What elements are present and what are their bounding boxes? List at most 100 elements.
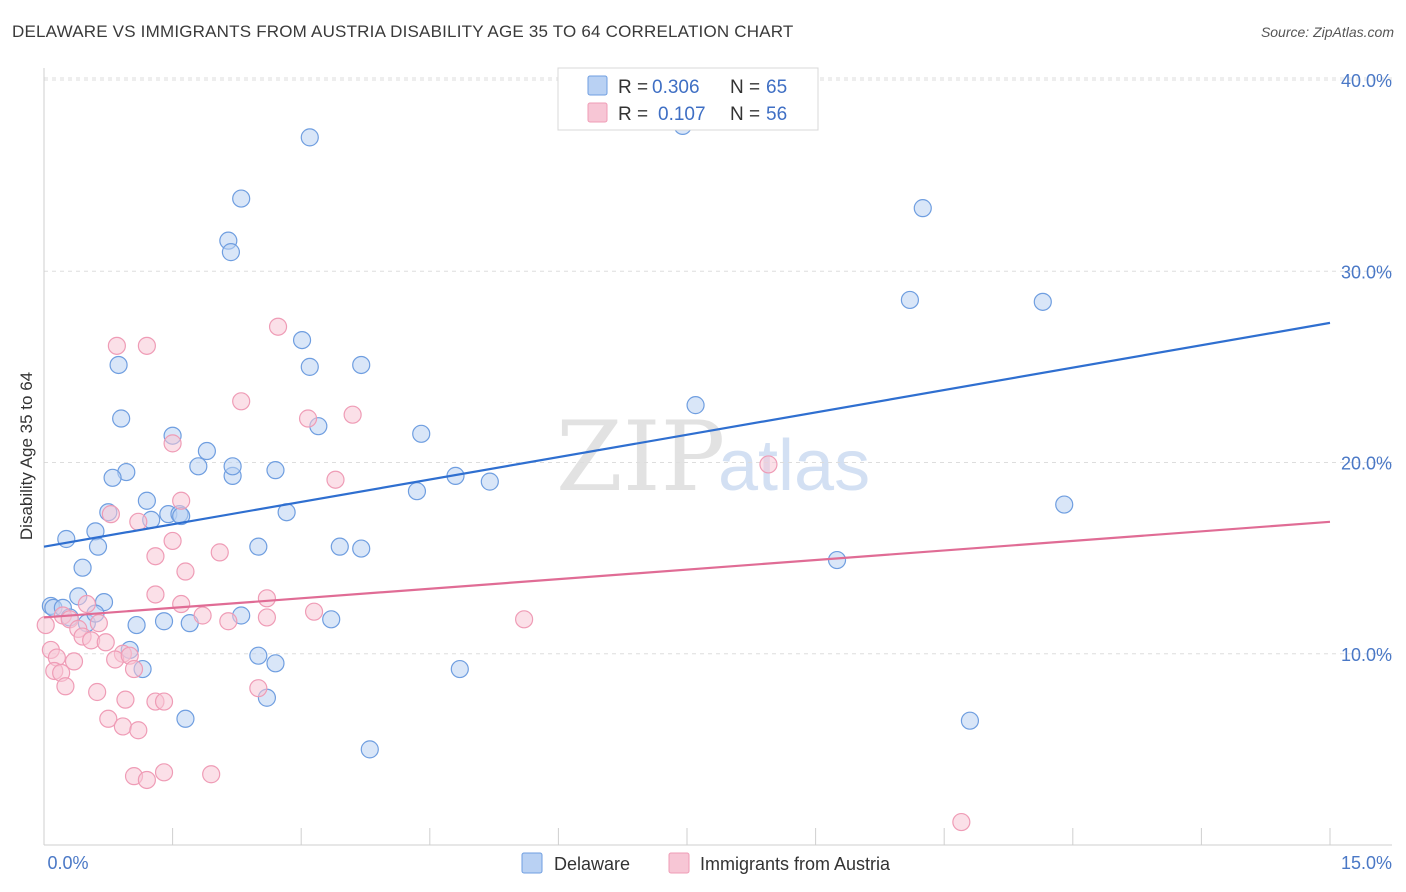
point-austria-27 (515, 610, 534, 629)
point-austria-41 (124, 659, 144, 679)
point-austria-53 (202, 765, 221, 784)
point-austria-43 (249, 679, 268, 698)
point-delaware-49 (249, 646, 268, 665)
watermark: ZIP atlas (556, 401, 870, 513)
point-delaware-20 (480, 472, 499, 491)
point-delaware-3 (221, 243, 240, 262)
point-austria-11 (129, 512, 148, 531)
point-delaware-29 (57, 529, 76, 549)
y-tick-label-30: 30.0% (1341, 262, 1392, 282)
point-austria-25 (219, 612, 238, 631)
watermark-zip: ZIP (556, 401, 725, 513)
x-tick-label-min: 0.0% (47, 853, 88, 873)
y-axis-title: Disability Age 35 to 64 (17, 372, 36, 540)
point-austria-54 (952, 812, 971, 832)
point-delaware-7 (352, 355, 371, 375)
point-austria-7 (759, 455, 778, 474)
point-delaware-6 (300, 357, 319, 376)
point-delaware-58 (913, 199, 932, 218)
point-delaware-8 (112, 409, 131, 428)
point-austria-24 (193, 606, 212, 625)
point-delaware-32 (249, 537, 268, 556)
legend: R = 0.306 N = 65 R = 0.107 N = 56 (557, 67, 819, 131)
point-delaware-17 (266, 461, 285, 480)
point-delaware-52 (450, 659, 469, 679)
point-delaware-47 (322, 610, 341, 629)
point-austria-15 (176, 562, 195, 581)
bottom-legend-swatch-austria (668, 852, 690, 874)
trend-line-delaware (43, 321, 1331, 548)
bottom-legend: Delaware Immigrants from Austria (521, 852, 891, 874)
trend-line-austria (43, 520, 1331, 619)
point-austria-31 (96, 633, 115, 652)
point-delaware-18 (103, 468, 122, 487)
point-delaware-5 (109, 355, 128, 375)
point-austria-8 (326, 470, 345, 489)
point-austria-49 (129, 721, 148, 740)
point-austria-16 (146, 585, 165, 604)
legend-r-label-1: R = (618, 77, 648, 98)
bottom-legend-label-austria: Immigrants from Austria (700, 854, 891, 874)
point-austria-14 (210, 543, 229, 562)
point-delaware-0 (300, 128, 319, 147)
point-delaware-59 (900, 290, 920, 310)
point-austria-13 (146, 547, 165, 566)
point-austria-5 (298, 409, 318, 428)
legend-swatch-austria (587, 102, 608, 123)
point-austria-17 (257, 589, 277, 608)
point-austria-0 (268, 317, 288, 336)
point-delaware-55 (360, 740, 379, 759)
y-axis-tick-labels: 10.0% 20.0% 30.0% 40.0% (1341, 71, 1392, 665)
x-tick-label-max: 15.0% (1341, 853, 1392, 873)
axes (43, 68, 1392, 846)
point-delaware-35 (73, 558, 92, 577)
series-austria (36, 317, 971, 832)
point-austria-42 (88, 682, 107, 702)
point-delaware-14 (189, 457, 208, 476)
legend-swatch-delaware (587, 75, 608, 96)
legend-r-label-2: R = (618, 104, 648, 125)
chart-title: DELAWARE VS IMMIGRANTS FROM AUSTRIA DISA… (12, 22, 794, 41)
point-delaware-50 (266, 654, 285, 673)
point-austria-46 (154, 692, 174, 711)
bottom-legend-swatch-delaware (521, 852, 543, 874)
point-delaware-43 (127, 615, 146, 635)
x-axis-ticks (43, 828, 1331, 845)
point-austria-23 (89, 614, 108, 633)
point-delaware-31 (88, 537, 108, 556)
point-austria-52 (154, 763, 174, 782)
point-austria-9 (172, 491, 191, 510)
point-austria-20 (304, 602, 324, 621)
point-austria-3 (232, 392, 251, 411)
legend-n-value-2: 56 (766, 104, 787, 125)
legend-n-label-2: N = (730, 104, 760, 125)
point-delaware-4 (292, 331, 312, 350)
x-axis-tick-labels: 0.0% 15.0% (47, 853, 1392, 873)
point-austria-2 (137, 336, 156, 355)
legend-r-value-1: 0.306 (652, 77, 700, 98)
point-austria-4 (343, 405, 362, 424)
point-austria-44 (116, 690, 135, 709)
y-tick-label-10: 10.0% (1341, 645, 1392, 665)
series-points (36, 116, 1074, 832)
point-delaware-12 (197, 441, 216, 461)
point-austria-12 (163, 531, 182, 551)
point-austria-18 (77, 594, 96, 614)
point-austria-51 (137, 770, 156, 790)
point-delaware-21 (407, 482, 427, 501)
point-delaware-61 (827, 550, 847, 570)
point-delaware-62 (1055, 495, 1074, 514)
point-delaware-54 (176, 709, 195, 728)
point-delaware-16 (223, 457, 242, 476)
bottom-legend-label-delaware: Delaware (554, 854, 630, 874)
source-credit: Source: ZipAtlas.com (1260, 24, 1394, 40)
y-tick-label-20: 20.0% (1341, 454, 1392, 474)
point-austria-47 (99, 709, 118, 728)
legend-n-value-1: 65 (766, 77, 787, 98)
legend-r-value-2: 0.107 (658, 104, 706, 125)
point-delaware-57 (686, 396, 705, 415)
point-austria-10 (101, 505, 120, 524)
point-austria-26 (257, 608, 277, 627)
point-delaware-33 (330, 537, 349, 556)
